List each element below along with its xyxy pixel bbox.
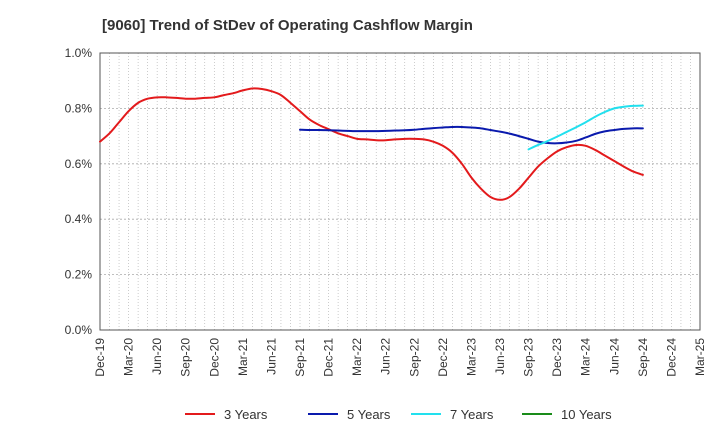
series-lines [99, 87, 644, 201]
gridlines [99, 52, 701, 331]
x-tick-label: Mar-24 [579, 338, 593, 376]
x-tick-label: Dec-21 [322, 338, 336, 377]
y-tick-label: 1.0% [65, 46, 93, 60]
plot-area [99, 52, 701, 331]
y-tick-label: 0.2% [65, 268, 93, 282]
x-tick-label: Jun-23 [493, 338, 507, 375]
y-tick-label: 0.0% [65, 323, 93, 337]
x-tick-label: Sep-24 [636, 338, 650, 377]
x-tick-label: Mar-25 [693, 338, 707, 376]
x-tick-label: Sep-23 [522, 338, 536, 377]
x-tick-label: Jun-22 [379, 338, 393, 375]
x-tick-label: Mar-23 [464, 338, 478, 376]
y-axis: 0.0% 0.2% 0.4% 0.6% 0.8% 1.0% [65, 46, 93, 337]
legend-label-7-years: 7 Years [450, 407, 494, 422]
x-tick-label: Dec-22 [436, 338, 450, 377]
x-tick-label: Dec-23 [550, 338, 564, 377]
x-tick-label: Dec-24 [664, 338, 678, 377]
x-tick-label: Mar-20 [122, 338, 136, 376]
y-tick-label: 0.4% [65, 212, 93, 226]
x-tick-label: Mar-21 [236, 338, 250, 376]
y-tick-label: 0.8% [65, 101, 93, 115]
series-line-5-years [299, 125, 644, 145]
legend: 3 Years 5 Years 7 Years 10 Years [185, 407, 612, 422]
x-tick-label: Jun-24 [607, 338, 621, 375]
legend-label-3-years: 3 Years [224, 407, 268, 422]
x-tick-label: Dec-20 [207, 338, 221, 377]
legend-label-5-years: 5 Years [347, 407, 391, 422]
x-tick-label: Sep-20 [179, 338, 193, 377]
x-tick-label: Sep-21 [293, 338, 307, 377]
legend-label-10-years: 10 Years [561, 407, 612, 422]
x-tick-label: Mar-22 [350, 338, 364, 376]
y-tick-label: 0.6% [65, 157, 93, 171]
x-tick-label: Jun-20 [150, 338, 164, 375]
x-tick-label: Jun-21 [264, 338, 278, 375]
x-axis: Dec-19 Mar-20 Jun-20 Sep-20 Dec-20 Mar-21 Jun-… [93, 338, 707, 377]
x-tick-label: Dec-19 [93, 338, 107, 377]
chart-title: [9060] Trend of StDev of Operating Cashf… [102, 17, 473, 34]
x-tick-label: Sep-22 [407, 338, 421, 377]
series-line-7-years [527, 104, 644, 151]
series-line-3-years [99, 87, 644, 201]
